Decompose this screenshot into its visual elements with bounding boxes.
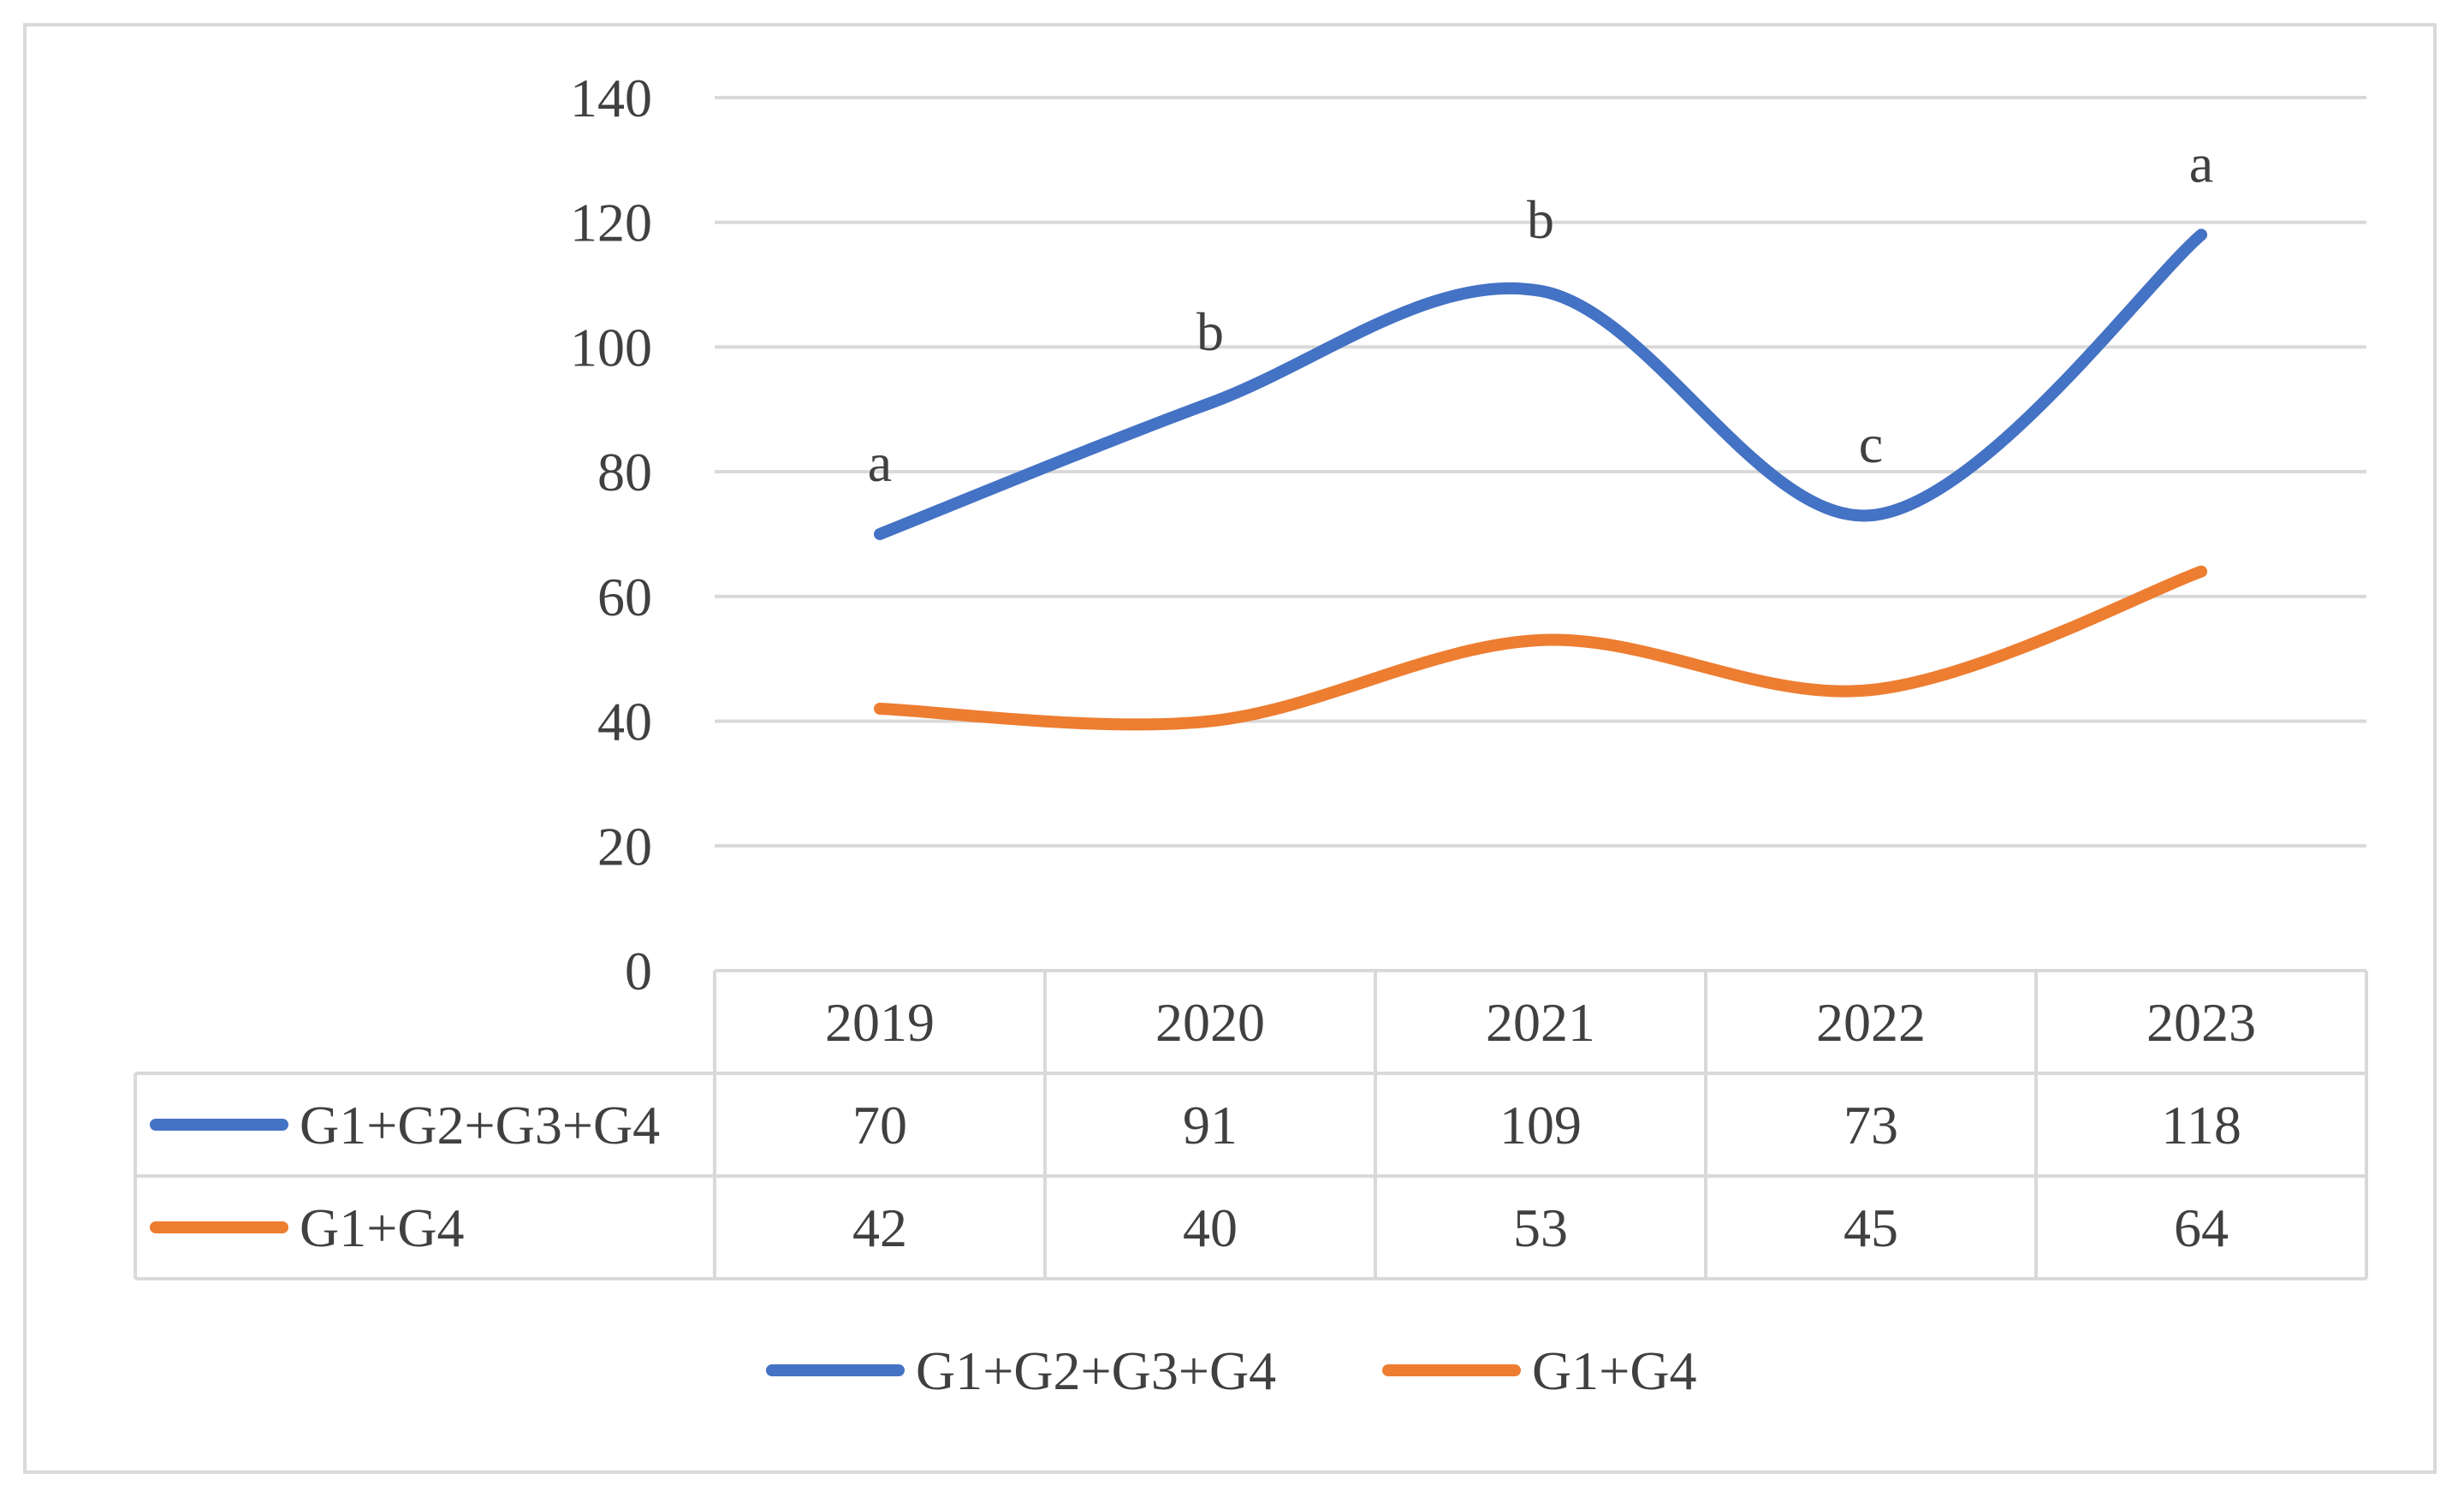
y-tick-label: 60 [597,567,652,627]
table-value: 73 [1844,1095,1898,1155]
table-value: 53 [1513,1197,1568,1258]
data-table: 2019 2020 2021 2022 2023 G1+G2+G3+G4 70 91 109 73… [134,969,2368,1280]
data-annotation: b [1196,301,1224,362]
table-value: 40 [1183,1197,1238,1258]
legend-label: G1+G4 [1532,1340,1697,1401]
table-value: 109 [1499,1095,1582,1155]
table-value: 42 [852,1197,907,1258]
table-value: 70 [852,1095,907,1155]
series-line [874,565,2207,731]
x-category-label: 2020 [1155,992,1265,1053]
data-annotation: a [2189,133,2213,193]
table-value: 64 [2174,1197,2229,1258]
data-annotation: c [1859,413,1883,474]
y-tick-label: 120 [570,193,652,253]
table-value: 45 [1844,1197,1898,1258]
x-category-label: 2023 [2146,992,2256,1053]
table-series-name: G1+G4 [300,1197,465,1258]
x-category-label: 2019 [825,992,935,1053]
y-tick-label: 0 [625,941,652,1001]
legend-label: G1+G2+G3+G4 [916,1340,1276,1401]
table-value: 118 [2161,1095,2241,1155]
y-tick-label: 80 [597,442,652,502]
y-tick-label: 20 [597,816,652,876]
y-tick-label: 40 [597,692,652,752]
y-tick-label: 140 [570,68,652,128]
table-value: 91 [1183,1095,1238,1155]
series-annotations: a b b c a [868,133,2213,493]
table-series-name: G1+G2+G3+G4 [300,1095,660,1155]
data-annotation: a [868,432,892,493]
legend: G1+G2+G3+G4 G1+G4 [766,1340,1697,1401]
x-category-label: 2021 [1486,992,1595,1053]
series-line [874,229,2207,540]
y-axis-ticks: 0 20 40 60 80 100 120 140 [570,68,652,1001]
series-lines [874,229,2207,731]
x-category-label: 2022 [1816,992,1926,1053]
y-tick-label: 100 [570,317,652,377]
data-annotation: b [1527,189,1554,250]
